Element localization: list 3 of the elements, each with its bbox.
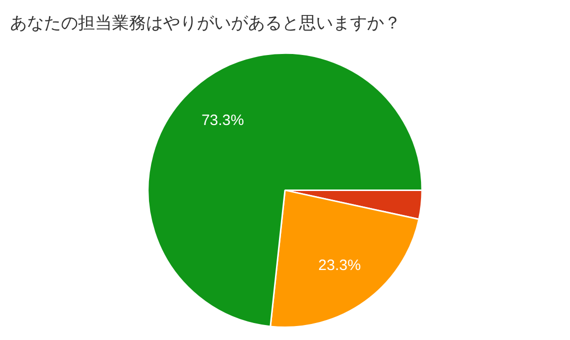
data-label: 23.3% xyxy=(318,256,361,274)
chart-title: あなたの担当業務はやりがいがあると思いますか？ xyxy=(10,14,401,34)
data-label: 73.3% xyxy=(201,112,244,130)
